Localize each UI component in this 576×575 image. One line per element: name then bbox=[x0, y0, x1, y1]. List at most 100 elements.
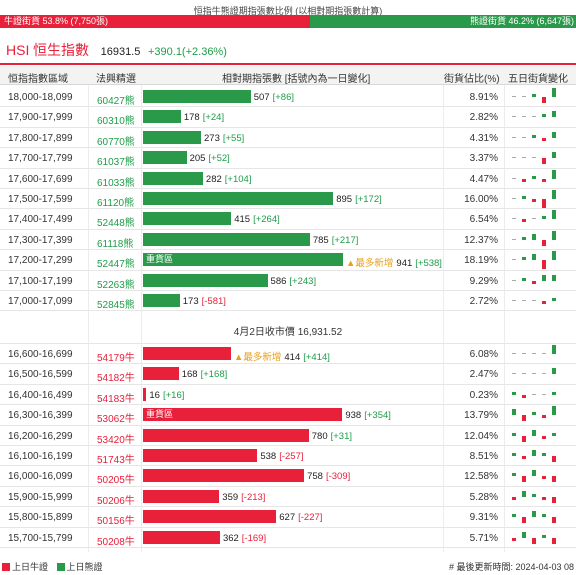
contracts-bar bbox=[143, 489, 220, 503]
five-day-sparkline bbox=[512, 169, 556, 182]
bull-row: 16,500-16,599 54182牛 168 [+168] 2.47% bbox=[0, 364, 576, 385]
five-day-sparkline bbox=[512, 190, 556, 208]
sparkline-bar bbox=[552, 230, 556, 240]
outstanding-pct: 2.72% bbox=[469, 296, 498, 307]
warrant-code-link[interactable]: 52845熊 bbox=[97, 300, 135, 311]
warrant-code-link[interactable]: 61033熊 bbox=[97, 177, 135, 189]
range-label: 17,400-17,499 bbox=[8, 214, 73, 226]
five-day-sparkline bbox=[512, 406, 556, 422]
range-label: 16,100-16,199 bbox=[8, 451, 73, 462]
range-label: 17,200-17,299 bbox=[8, 255, 73, 267]
contracts-number: 282 bbox=[205, 173, 222, 185]
five-day-sparkline bbox=[512, 298, 556, 304]
contracts-value: 780 [+31] bbox=[312, 431, 352, 442]
index-divider bbox=[0, 63, 576, 65]
contracts-value: 16 [+16] bbox=[149, 390, 184, 401]
contracts-value: 627 [-227] bbox=[279, 512, 322, 523]
warrant-code-link[interactable]: 54179牛 bbox=[97, 353, 135, 364]
sparkline-bar bbox=[532, 511, 536, 518]
range-label: 17,600-17,699 bbox=[8, 173, 73, 185]
sparkline-bar bbox=[522, 96, 526, 97]
sparkline-bar bbox=[532, 157, 536, 159]
bear-row: 18,000-18,099 60427熊 507 [+86] 8.91% bbox=[0, 87, 576, 108]
sparkline-bar bbox=[532, 393, 536, 395]
warrant-code-link[interactable]: 52447熊 bbox=[97, 259, 135, 271]
contracts-bar bbox=[143, 530, 220, 544]
header-code: 法興精選 bbox=[96, 74, 136, 85]
range-label: 16,600-16,699 bbox=[8, 349, 73, 360]
bear-row: 17,900-17,999 60310熊 178 [+24] 2.82% bbox=[0, 107, 576, 128]
warrant-code-link[interactable]: 54183牛 bbox=[97, 393, 135, 405]
sparkline-bar bbox=[512, 391, 516, 395]
warrant-code-link[interactable]: 61037熊 bbox=[97, 157, 135, 169]
warrant-code-link[interactable]: 60427熊 bbox=[97, 96, 135, 107]
table-header: 恒指指數區域 法興精選 相對期指張數 [括號內為一日變化] 街貨佔比(%) 五日… bbox=[0, 66, 576, 85]
index-name: 恒生指數 bbox=[32, 42, 89, 58]
outstanding-pct: 2.82% bbox=[469, 112, 498, 124]
sparkline-bar bbox=[532, 537, 536, 544]
warrant-code-link[interactable]: 54182牛 bbox=[97, 373, 135, 385]
warrant-code-link[interactable]: 53062牛 bbox=[97, 414, 135, 426]
contracts-number: 627 bbox=[279, 512, 296, 524]
sparkline-bar bbox=[532, 199, 536, 202]
sparkline-bar bbox=[522, 300, 526, 301]
sparkline-bar bbox=[542, 435, 546, 439]
sparkline-bar bbox=[512, 409, 516, 416]
bull-row: 16,100-16,199 51743牛 538 [-257] 8.51% bbox=[0, 446, 576, 467]
bear-ratio-segment: 熊證街貨 46.2% (6,647張) bbox=[309, 15, 576, 28]
warrant-code-link[interactable]: 50208牛 bbox=[97, 536, 135, 548]
contracts-bar bbox=[143, 387, 147, 401]
sparkline-bar bbox=[532, 116, 536, 118]
outstanding-pct: 8.91% bbox=[469, 92, 498, 103]
sparkline-bar bbox=[532, 353, 536, 354]
contracts-number: 758 bbox=[307, 471, 323, 483]
bear-row: 17,000-17,099 52845熊 173 [-581] 2.72% bbox=[0, 291, 576, 312]
daily-change: [+24] bbox=[202, 112, 225, 124]
sparkline-bar bbox=[552, 210, 556, 220]
warrant-code-link[interactable]: 61118熊 bbox=[97, 238, 134, 250]
warrant-code-link[interactable]: 50156牛 bbox=[97, 516, 135, 528]
header-bar: 相對期指張數 [括號內為一日變化] bbox=[222, 74, 371, 85]
daily-change: [-227] bbox=[298, 512, 323, 524]
range-label: 16,200-16,299 bbox=[8, 430, 73, 442]
header-spark: 五日街貨變化 bbox=[508, 74, 568, 85]
contracts-number: 359 bbox=[222, 491, 239, 503]
bull-row: 15,900-15,999 50206牛 359 [-213] 5.28% bbox=[0, 487, 576, 508]
warrant-code-link[interactable]: 61120熊 bbox=[97, 198, 135, 209]
five-day-sparkline bbox=[512, 470, 556, 483]
sparkline-bar bbox=[522, 257, 526, 261]
sparkline-bar bbox=[542, 514, 546, 518]
outstanding-pct: 5.28% bbox=[469, 491, 498, 503]
bull-row: 16,400-16,499 54183牛 16 [+16] 0.23% bbox=[0, 385, 576, 406]
sparkline-bar bbox=[532, 429, 536, 436]
column-divider bbox=[504, 85, 505, 552]
bear-row: 17,800-17,899 60770熊 273 [+55] 4.31% bbox=[0, 128, 576, 149]
sparkline-bar bbox=[542, 301, 546, 304]
footer: 上日牛證 上日熊證 # 最後更新時間: 2024-04-03 08 bbox=[0, 558, 576, 572]
contracts-number: 941 bbox=[396, 258, 413, 270]
sparkline-bar bbox=[522, 517, 526, 524]
warrant-code-link[interactable]: 53420牛 bbox=[97, 434, 135, 446]
sparkline-bar bbox=[532, 450, 536, 456]
contracts-number: 173 bbox=[182, 296, 199, 307]
contracts-number: 780 bbox=[311, 430, 328, 442]
heavy-zone-tag: 重貨區 bbox=[146, 254, 174, 265]
index-value: 16931.5 bbox=[100, 46, 141, 58]
warrant-code-link[interactable]: 50205牛 bbox=[97, 475, 135, 487]
sparkline-bar bbox=[522, 476, 526, 483]
warrant-code-link[interactable]: 52263熊 bbox=[97, 279, 135, 291]
warrant-code-link[interactable]: 60310熊 bbox=[97, 116, 135, 128]
sparkline-bar bbox=[552, 298, 556, 301]
contracts-value: 168 [+168] bbox=[182, 369, 228, 380]
range-label: 16,300-16,399 bbox=[8, 410, 73, 422]
warrant-code-link[interactable]: 60770熊 bbox=[97, 136, 135, 148]
warrant-code-link[interactable]: 51743牛 bbox=[97, 455, 135, 466]
warrant-code-link[interactable]: 50206牛 bbox=[97, 495, 135, 507]
outstanding-pct: 8.51% bbox=[469, 451, 498, 462]
column-divider bbox=[88, 85, 89, 552]
sparkline-bar bbox=[512, 259, 516, 261]
outstanding-pct: 6.08% bbox=[469, 349, 498, 360]
contracts-value: 415 [+264] bbox=[234, 214, 280, 225]
sparkline-bar bbox=[542, 373, 546, 375]
warrant-code-link[interactable]: 52448熊 bbox=[97, 218, 135, 230]
